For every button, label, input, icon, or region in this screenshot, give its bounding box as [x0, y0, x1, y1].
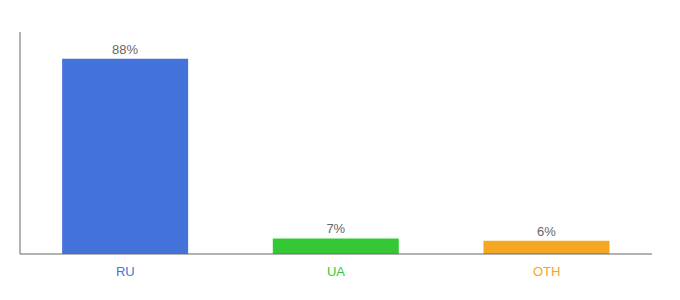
- svg-text:7%: 7%: [326, 221, 345, 236]
- svg-text:88%: 88%: [112, 42, 138, 57]
- svg-text:RU: RU: [116, 264, 135, 279]
- svg-text:UA: UA: [327, 264, 345, 279]
- svg-text:OTH: OTH: [533, 264, 560, 279]
- svg-text:6%: 6%: [537, 224, 556, 239]
